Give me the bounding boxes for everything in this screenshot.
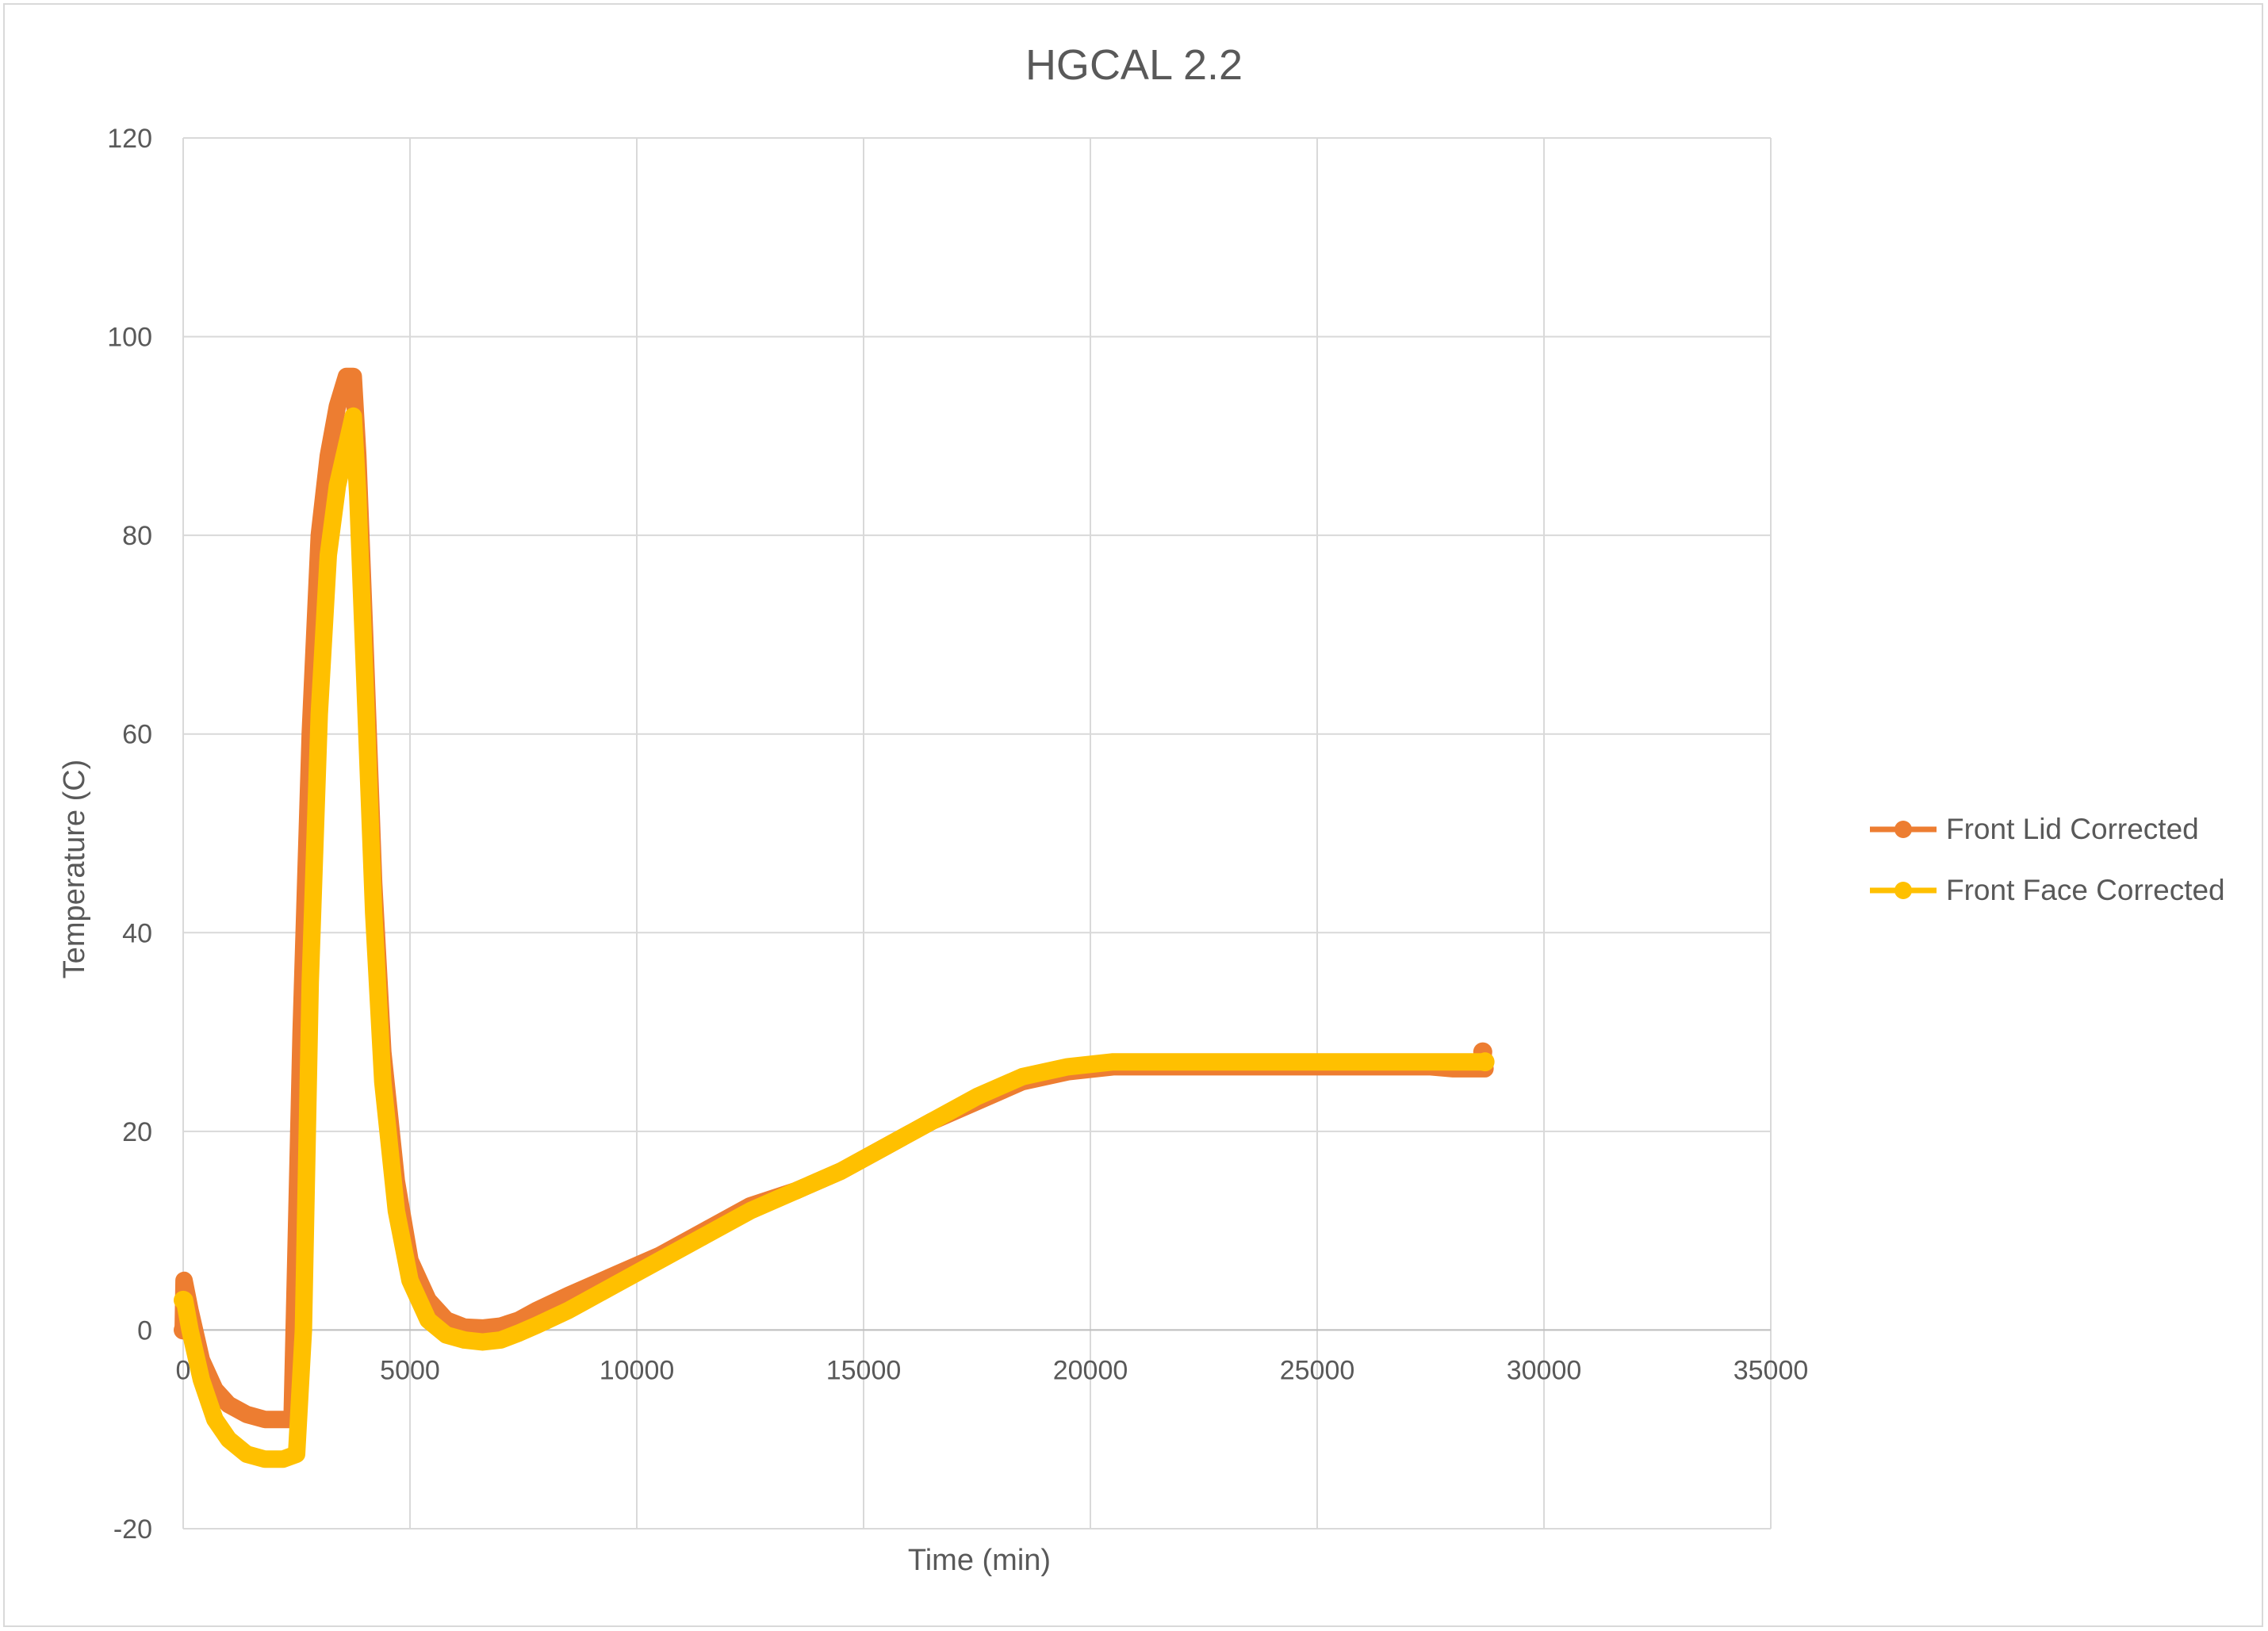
legend-swatch-marker-front-lid [1894,821,1912,838]
legend-label-front-face: Front Face Corrected [1946,874,2225,906]
y-tick-label: 0 [137,1315,152,1346]
legend-label-front-lid: Front Lid Corrected [1946,813,2199,845]
y-tick-label: 40 [122,918,152,948]
x-tick-label: 35000 [1734,1355,1809,1385]
x-tick-label: 20000 [1053,1355,1128,1385]
y-tick-label: 80 [122,521,152,551]
legend-item-front-face: Front Face Corrected [1870,874,2225,906]
y-tick-label: 60 [122,720,152,750]
axes: 0 5000 10000 15000 20000 25000 30000 35000 -20 0 2… [107,124,1808,1545]
legend: Front Lid Corrected Front Face Corrected [1870,813,2225,906]
data-point-front-face-corrected [174,1290,193,1310]
y-axis-title: Temperature (C) [58,760,91,979]
x-tick-label: 15000 [826,1355,902,1385]
y-tick-label: 100 [107,323,152,353]
series-line-front-face-corrected [174,407,1494,1468]
x-tick-label: 30000 [1507,1355,1582,1385]
y-tick-label: 20 [122,1117,152,1147]
legend-swatch-marker-front-face [1894,882,1912,899]
x-axis-title: Time (min) [908,1544,1051,1577]
chart-title: HGCAL 2.2 [1025,41,1243,89]
x-tick-label: 25000 [1280,1355,1355,1385]
y-tick-label: 120 [107,124,152,154]
x-tick-label: 0 [176,1355,191,1385]
y-tick-label: -20 [113,1514,152,1545]
x-tick-label: 10000 [600,1355,675,1385]
series-lines [174,367,1495,1468]
x-tick-label: 5000 [380,1355,440,1385]
legend-item-front-lid: Front Lid Corrected [1870,813,2199,845]
data-point-front-face-corrected [1475,1052,1495,1072]
